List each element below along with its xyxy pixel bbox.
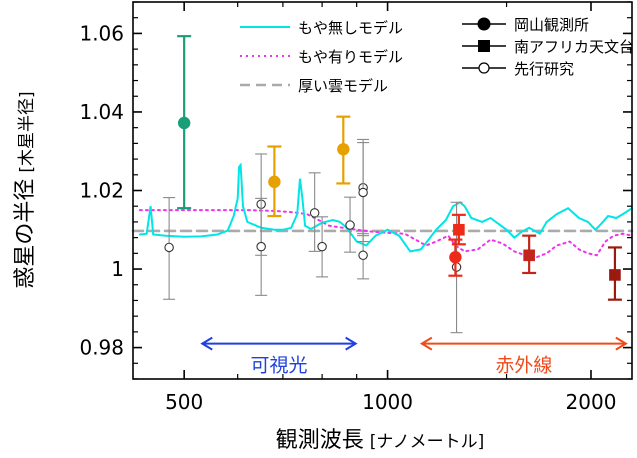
previous-study-point-7: [358, 187, 368, 198]
okayama-1-point: [268, 175, 281, 189]
band-arrowhead-right-0: [345, 336, 358, 351]
previous-study-point-2: [256, 241, 266, 252]
x-tick-label-2: 2000: [566, 390, 617, 414]
legend-line-label-2: 厚い雲モデル: [298, 77, 388, 95]
x-tick-label-0: 500: [165, 390, 203, 414]
okayama-3-point: [449, 251, 462, 264]
wavelength-bands-layer: 可視光 赤外線: [200, 336, 628, 377]
legend-marker-label-1: 南アフリカ天文台: [514, 38, 634, 56]
previous-study-point-8: [358, 250, 368, 261]
legend-line-label-0: もや無しモデル: [298, 19, 403, 37]
y-axis-label: 惑星の半径: [13, 179, 38, 289]
previous-study-point-9: [451, 262, 462, 272]
model-lines-layer: [131, 162, 634, 259]
x-axis-unit: [ナノメートル]: [370, 432, 484, 452]
legend-line-label-1: もや有りモデル: [298, 48, 403, 66]
band-label-1: 赤外線: [495, 355, 552, 377]
saao-2-point: [609, 269, 621, 281]
previous-study-point-5: [345, 220, 355, 230]
x-axis-label: 観測波長: [276, 428, 364, 453]
x-axis-title: 観測波長 [ナノメートル]: [276, 428, 484, 453]
model-line-1: [138, 209, 633, 259]
legend-marker-0: [477, 17, 491, 31]
y-tick-label-3: 1.04: [79, 100, 124, 124]
legend-marker-label-2: 先行研究: [514, 60, 574, 78]
y-axis-unit: [木星半径]: [17, 91, 37, 172]
saao-0-point: [453, 223, 465, 236]
previous-study-point-4: [317, 241, 327, 252]
previous-study-layer: [163, 138, 463, 334]
y-axis-title: 惑星の半径 [木星半径]: [13, 91, 38, 288]
legend-marker-2: [478, 62, 490, 74]
model-line-0: [138, 162, 633, 253]
y-tick-label-1: 1: [111, 257, 124, 281]
x-tick-label-1: 1000: [362, 390, 413, 414]
legend-marker-1: [478, 40, 490, 52]
saao-1-point: [523, 249, 535, 262]
new-observations-layer: [177, 35, 622, 301]
okayama-0-point: [177, 116, 191, 130]
legend-marker-label-0: 岡山観測所: [514, 16, 589, 34]
band-arrowhead-left-0: [200, 336, 213, 351]
axes-layer: 0.98 1 1.02 1.04 1.06 500 1000 2000: [79, 1, 632, 414]
band-arrowhead-right-1: [615, 336, 628, 351]
band-label-0: 可視光: [250, 355, 307, 377]
okayama-2-point: [337, 143, 350, 156]
y-tick-label-0: 0.98: [79, 336, 124, 360]
previous-study-point-0: [164, 242, 174, 253]
y-tick-label-2: 1.02: [79, 179, 124, 203]
band-arrowhead-left-1: [419, 336, 433, 351]
y-tick-label-4: 1.06: [79, 21, 124, 45]
previous-study-point-3: [309, 208, 320, 218]
